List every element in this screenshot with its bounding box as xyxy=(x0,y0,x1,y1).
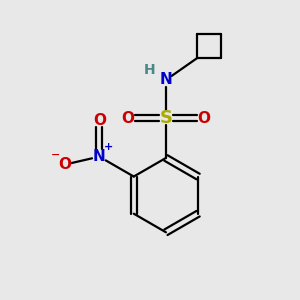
Text: −: − xyxy=(50,150,60,160)
Text: H: H xyxy=(144,63,156,77)
Text: O: O xyxy=(121,111,134,126)
Text: N: N xyxy=(93,149,106,164)
Text: S: S xyxy=(159,109,172,127)
Text: O: O xyxy=(198,111,211,126)
Text: +: + xyxy=(104,142,113,152)
Text: N: N xyxy=(160,72,172,87)
Text: O: O xyxy=(58,157,71,172)
Text: O: O xyxy=(93,113,106,128)
